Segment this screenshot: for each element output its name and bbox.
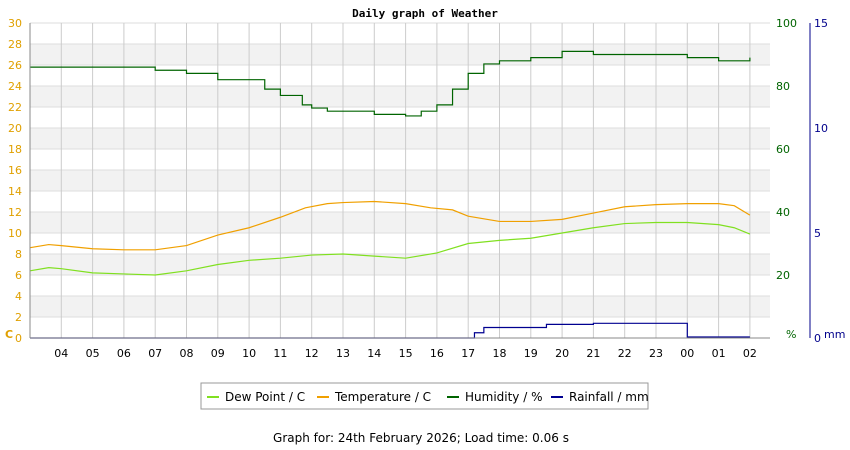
plot-band [30, 233, 770, 254]
time-tick-label: 06 [117, 347, 131, 360]
time-tick-label: 14 [367, 347, 381, 360]
time-tick-label: 07 [148, 347, 162, 360]
humidity-tick-label: 60 [776, 143, 790, 156]
rainfall-tick-label: 0 [814, 332, 821, 345]
temperature-tick-label: 12 [8, 206, 22, 219]
humidity-axis-unit: % [786, 328, 796, 341]
time-tick-label: 10 [242, 347, 256, 360]
temperature-tick-label: 28 [8, 38, 22, 51]
temperature-tick-label: 22 [8, 101, 22, 114]
rainfall-axis-ticks: 0 5 10 15 [814, 17, 828, 345]
humidity-tick-label: 100 [776, 17, 797, 30]
humidity-axis-ticks: 20 40 60 80 100 [776, 17, 797, 282]
time-tick-label: 21 [586, 347, 600, 360]
plot-band [30, 296, 770, 317]
legend-label-dew: Dew Point / C [225, 390, 305, 404]
humidity-tick-label: 20 [776, 269, 790, 282]
time-tick-label: 19 [524, 347, 538, 360]
time-tick-label: 17 [461, 347, 475, 360]
plot-band [30, 23, 770, 44]
series-line-humidity [30, 50, 751, 117]
time-tick-label: 11 [273, 347, 287, 360]
plot-band [30, 44, 770, 65]
series-layer [29, 50, 751, 339]
plot-band [30, 128, 770, 149]
humidity-tick-label: 80 [776, 80, 790, 93]
legend-box [200, 382, 649, 410]
time-tick-label: 16 [430, 347, 444, 360]
rainfall-tick-label: 5 [814, 227, 821, 240]
plot-band [30, 86, 770, 107]
time-tick-label: 13 [336, 347, 350, 360]
rainfall-tick-label: 10 [814, 122, 828, 135]
legend: Dew Point / C Temperature / C Humidity / %… [200, 382, 649, 410]
temperature-tick-label: 10 [8, 227, 22, 240]
plot-band [30, 212, 770, 233]
plot-band [30, 191, 770, 212]
time-tick-label: 04 [54, 347, 68, 360]
plot-band [30, 107, 770, 128]
plot-band [30, 170, 770, 191]
temperature-tick-label: 24 [8, 80, 22, 93]
time-tick-label: 23 [649, 347, 663, 360]
temperature-tick-label: 8 [15, 248, 22, 261]
series-line-dew [29, 221, 751, 276]
plot-band [30, 317, 770, 338]
time-tick-label: 09 [211, 347, 225, 360]
plot-band [30, 275, 770, 296]
time-tick-label: 01 [712, 347, 726, 360]
legend-label-rainfall: Rainfall / mm [569, 390, 649, 404]
temperature-tick-label: 6 [15, 269, 22, 282]
plot-band [30, 149, 770, 170]
temperature-tick-label: 18 [8, 143, 22, 156]
time-tick-label: 08 [180, 347, 194, 360]
time-tick-label: 18 [493, 347, 507, 360]
time-tick-label: 02 [743, 347, 757, 360]
footer-text: Graph for: 24th February 2026; Load time… [273, 431, 569, 445]
temperature-tick-label: 14 [8, 185, 22, 198]
temperature-tick-label: 26 [8, 59, 22, 72]
plot-background [30, 23, 770, 338]
temperature-tick-label: 30 [8, 17, 22, 30]
time-tick-label: 05 [86, 347, 100, 360]
time-tick-label: 15 [399, 347, 413, 360]
time-tick-label: 12 [305, 347, 319, 360]
time-tick-label: 20 [555, 347, 569, 360]
humidity-tick-label: 40 [776, 206, 790, 219]
legend-label-humidity: Humidity / % [465, 390, 542, 404]
series-line-rainfall [30, 322, 750, 339]
temperature-tick-label: 16 [8, 164, 22, 177]
legend-label-temperature: Temperature / C [334, 390, 431, 404]
rainfall-axis-unit: mm [824, 328, 845, 341]
temperature-tick-label: 4 [15, 290, 22, 303]
chart-title: Daily graph of Weather [352, 7, 498, 20]
temperature-tick-label: 0 [15, 332, 22, 345]
temperature-tick-label: 2 [15, 311, 22, 324]
plot-band [30, 254, 770, 275]
temperature-tick-label: 20 [8, 122, 22, 135]
rainfall-tick-label: 15 [814, 17, 828, 30]
temperature-axis-unit: C [5, 328, 13, 341]
series-line-temperature [29, 200, 751, 251]
time-tick-label: 00 [680, 347, 694, 360]
time-axis-ticks: 04 05 06 07 08 09 10 11 12 13 14 15 16 17 18 19 20 21 22 23… [54, 347, 757, 360]
grid-lines [30, 22, 770, 338]
plot-band [30, 65, 770, 86]
time-tick-label: 22 [618, 347, 632, 360]
